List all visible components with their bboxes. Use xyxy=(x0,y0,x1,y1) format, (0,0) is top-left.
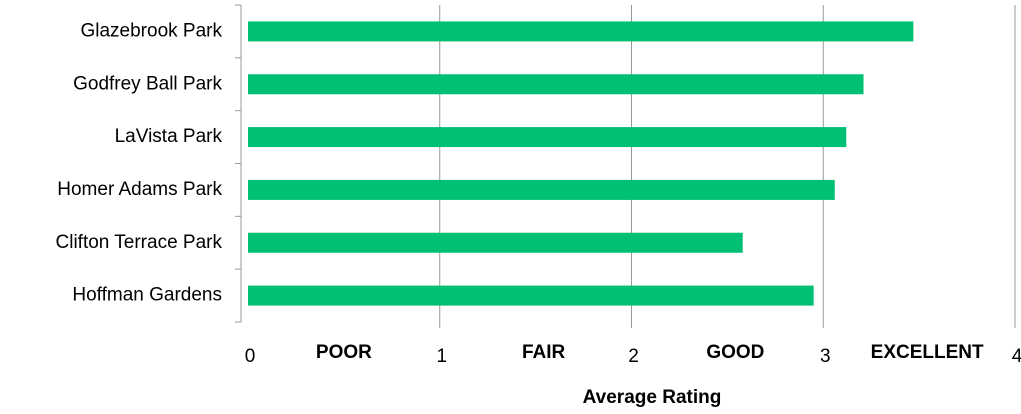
y-tick-label: Godfrey Ball Park xyxy=(73,73,222,94)
y-tick-label: LaVista Park xyxy=(115,126,223,147)
annotation: FAIR xyxy=(522,342,566,363)
x-tick-label: 1 xyxy=(436,346,447,367)
x-tick-label: 4 xyxy=(1012,346,1021,367)
y-tick-label: Hoffman Gardens xyxy=(72,285,222,306)
bar xyxy=(248,21,914,42)
annotation: EXCELLENT xyxy=(871,342,984,363)
x-tick-label: 3 xyxy=(820,346,831,367)
bar xyxy=(248,74,864,95)
y-tick-label: Homer Adams Park xyxy=(57,179,222,200)
x-axis-label: Average Rating xyxy=(583,387,722,408)
annotation: GOOD xyxy=(706,342,764,363)
bar xyxy=(248,285,814,306)
y-tick-label: Clifton Terrace Park xyxy=(56,232,223,253)
bar xyxy=(248,127,847,148)
x-tick-label: 0 xyxy=(245,346,256,367)
bar xyxy=(248,179,835,200)
y-tick-label: Glazebrook Park xyxy=(80,20,222,41)
annotation: POOR xyxy=(316,342,372,363)
x-tick-label: 2 xyxy=(628,346,639,367)
bar xyxy=(248,232,743,253)
